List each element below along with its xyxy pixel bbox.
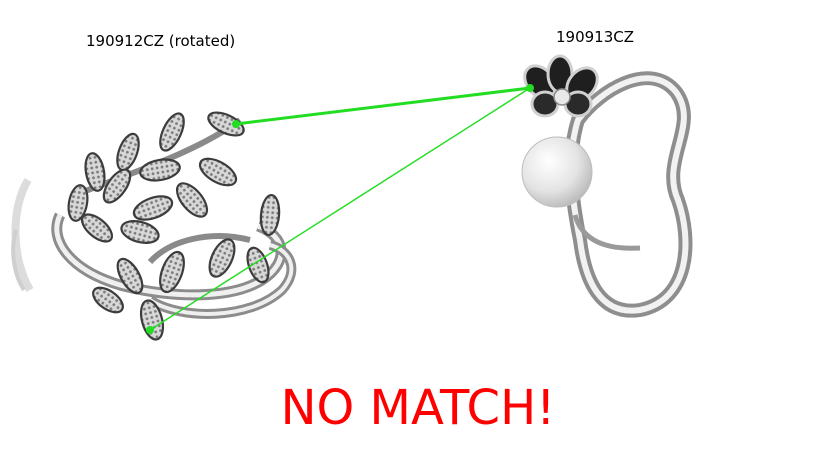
- right-image-caption: 190913CZ: [556, 28, 635, 46]
- right-ring-image: [521, 54, 693, 318]
- left-image-caption: 190912CZ (rotated): [86, 32, 236, 50]
- match-line-bottom: [149, 87, 531, 331]
- match-point-leaf-top: [232, 120, 240, 128]
- match-line-top: [235, 86, 531, 126]
- pearl: [521, 136, 593, 208]
- match-verdict: NO MATCH!: [280, 380, 556, 436]
- flower-setting: [523, 54, 599, 118]
- left-ring-image: [11, 111, 297, 341]
- match-point-flower: [526, 84, 534, 92]
- match-lines: [146, 84, 534, 334]
- match-point-leaf-bottom: [146, 326, 154, 334]
